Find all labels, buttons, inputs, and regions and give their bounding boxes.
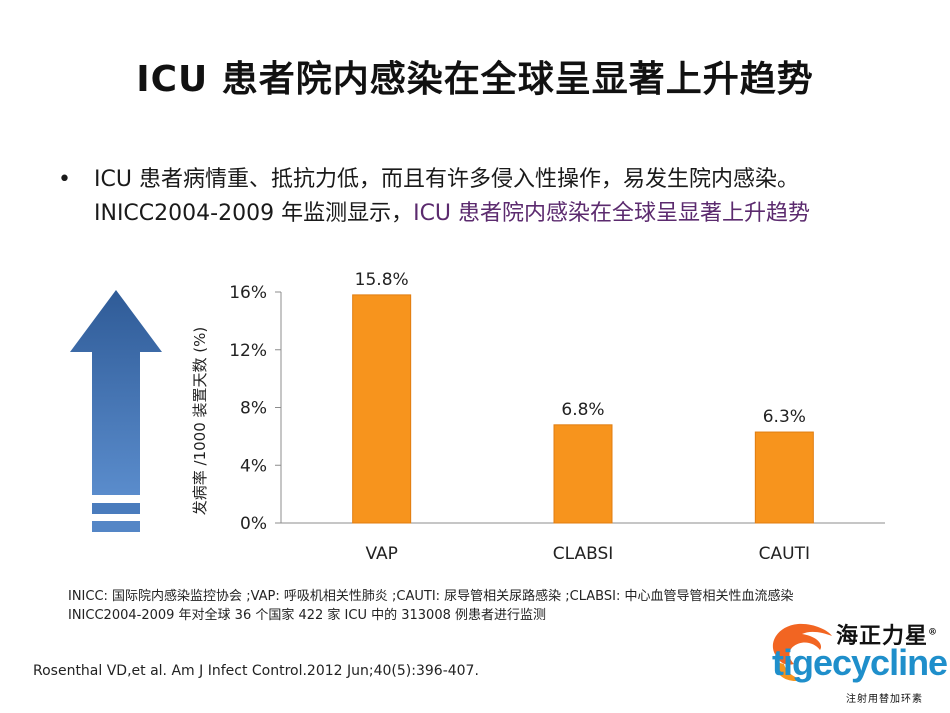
footnotes: INICC: 国际院内感染监控协会 ;VAP: 呼吸机相关性肺炎 ;CAUTI:… [68,587,918,625]
y-axis-label: 发病率 /1000 装置天数 (%) [191,327,209,516]
bullet-text-highlight: ICU 患者院内感染在全球呈显著上升趋势 [413,201,811,226]
dragon-logo-icon [772,623,832,682]
brand-logo: 海正力星® tigecycline 注射用替加环素 [758,610,948,713]
logo-brand-cn: 海正力星® [836,623,939,649]
bar-vap [352,294,412,524]
bullet-dot-icon: • [58,167,71,192]
y-tick-label: 8% [240,399,267,419]
footnote-abbreviations: INICC: 国际院内感染监控协会 ;VAP: 呼吸机相关性肺炎 ;CAUTI:… [68,589,794,604]
bar-value-label: 15.8% [355,270,409,290]
y-tick-label: 4% [240,456,267,476]
y-tick-label: 0% [240,514,267,534]
bar-value-label: 6.3% [763,407,806,427]
logo-brand-en: tigecycline [772,642,948,683]
reference: Rosenthal VD,et al. Am J Infect Control.… [33,663,479,679]
bullet-paragraph: • ICU 患者病情重、抵抗力低，而且有许多侵入性操作，易发生院内感染。 INI… [58,163,898,231]
bars [352,294,814,524]
bullet-text-main: ICU 患者病情重、抵抗力低，而且有许多侵入性操作，易发生院内感染。 INICC… [94,167,799,226]
y-tick-label: 12% [229,341,267,361]
bar-labels: 15.8% 6.8% 6.3% [355,270,806,427]
category-label: CAUTI [759,544,810,564]
category-label: VAP [365,544,397,564]
logo-tagline: 注射用替加环素 [846,694,923,705]
bar-value-label: 6.8% [561,400,604,420]
bar-cauti [754,431,814,524]
bar-chart: 0% 4% 8% 12% 16% 15.8% 6.8% 6.3% VAP CLABSI CAUT… [191,270,885,564]
slide-title: ICU 患者院内感染在全球呈显著上升趋势 [136,59,814,100]
y-axis: 0% 4% 8% 12% 16% [229,283,885,534]
category-label: CLABSI [553,544,614,564]
category-labels: VAP CLABSI CAUTI [365,544,810,564]
bullet-text: ICU 患者病情重、抵抗力低，而且有许多侵入性操作，易发生院内感染。 INICC… [94,163,898,231]
y-tick-label: 16% [229,283,267,303]
bar-clabsi [553,424,613,524]
footnote-study: INICC2004-2009 年对全球 36 个国家 422 家 ICU 中的 … [68,608,547,623]
up-arrow-icon [70,290,162,532]
